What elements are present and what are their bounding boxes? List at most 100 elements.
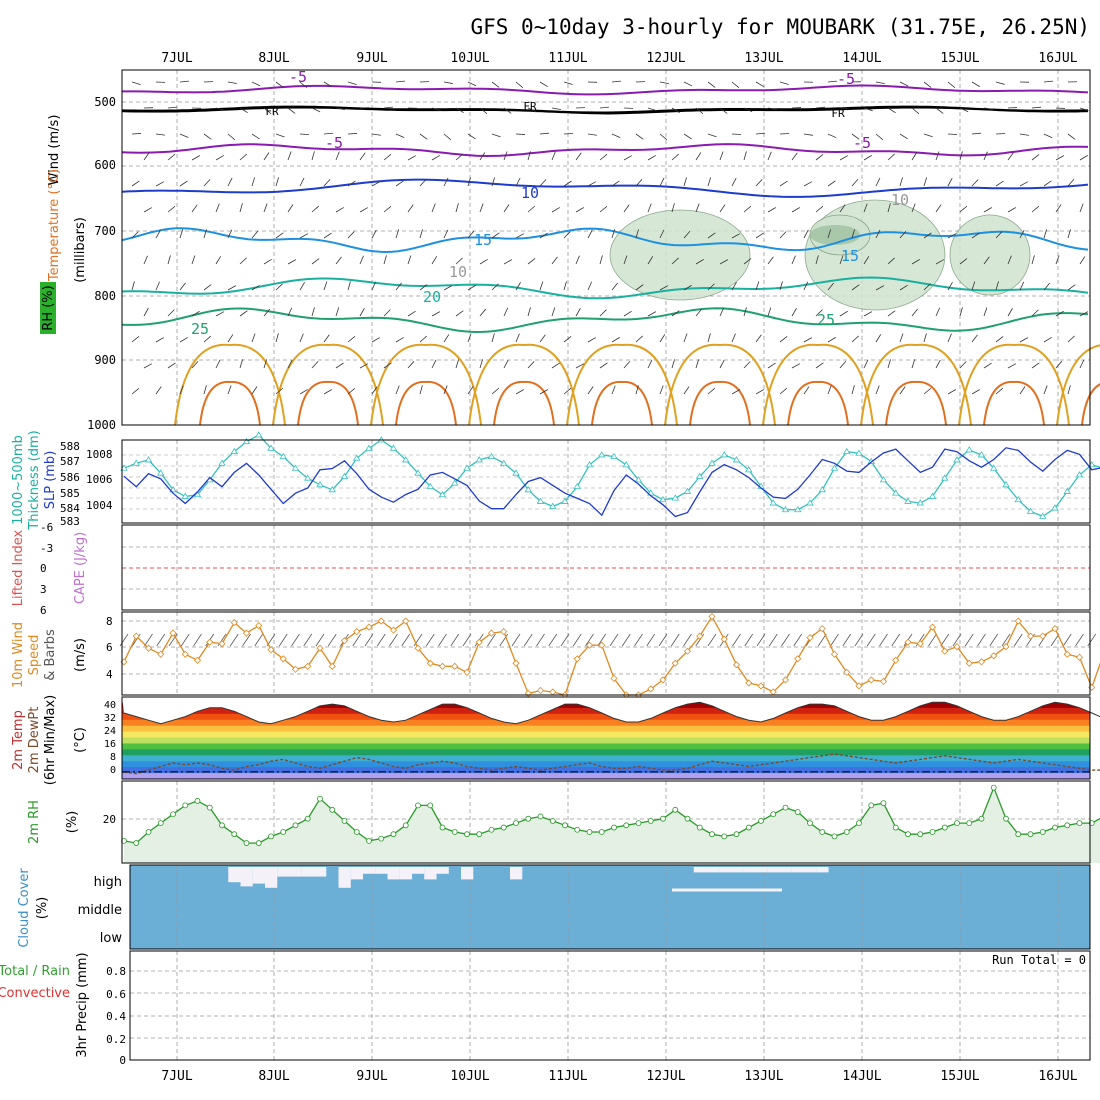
thickness-pt-10	[242, 437, 251, 445]
barb-4-38	[1043, 180, 1052, 187]
wind10m-barb-2	[144, 633, 153, 647]
barb-6-17	[539, 232, 548, 239]
wind10m-pt-27	[451, 662, 459, 670]
barb-10-6	[275, 333, 279, 343]
warm-arc-1	[272, 343, 384, 426]
rh2m-pt-66	[929, 829, 936, 835]
barb-4-16	[515, 177, 521, 187]
barb-5-6	[287, 204, 294, 213]
thickness-pt-35	[549, 502, 557, 509]
barb-12-0	[131, 387, 140, 395]
temp2m-yticks: 40 32 24 16 8 0	[104, 700, 116, 776]
cloud-high-12	[265, 867, 278, 888]
wind10m-pt-21	[377, 617, 385, 625]
barb-8-13	[443, 285, 453, 291]
temp-band-12	[122, 773, 1090, 780]
wind10m-pt-3	[157, 650, 165, 658]
barb-0-11	[395, 80, 405, 83]
rh2m-pt-2	[145, 829, 152, 835]
wind10m-pt-45	[671, 659, 679, 667]
wind10m-barb-43	[646, 633, 656, 647]
axes-layer	[121, 69, 1091, 1061]
barb-11-17	[551, 362, 560, 369]
barb-6-39	[1067, 229, 1071, 239]
contour-line-4	[121, 178, 1089, 198]
barb-0-2	[179, 80, 189, 83]
wind-label: Wind (m/s)	[47, 115, 62, 186]
wind10m-pt-6	[193, 656, 202, 664]
barb-6-16	[515, 233, 525, 239]
barb-6-15	[491, 232, 500, 239]
rh2m-pt-42	[635, 820, 642, 827]
barb-1-15	[503, 107, 512, 114]
barb-5-15	[503, 204, 510, 213]
wind10m-pt-37	[573, 655, 581, 663]
temperature-label: Temperature (°C)	[47, 169, 62, 282]
thickness-pt-25	[426, 482, 434, 489]
barb-1-34	[959, 107, 969, 113]
barb-11-5	[263, 359, 268, 369]
barb-6-13	[443, 229, 449, 239]
thk-tick-583: 583	[60, 515, 80, 528]
barb-3-37	[1031, 154, 1040, 161]
barb-12-24	[707, 387, 716, 395]
barb-9-15	[503, 307, 509, 317]
rh2m-pt-52	[758, 817, 764, 824]
barb-10-1	[155, 337, 165, 343]
barb-12-27	[779, 387, 788, 395]
barb-4-28	[803, 181, 813, 187]
rh2m-pt-68	[954, 820, 960, 827]
upper-air-axis-labels: Wind (m/s) Temperature (°C) RH (%) (mill…	[40, 115, 88, 334]
date-bottom-2: 9JUL	[356, 1069, 387, 1084]
barb-7-25	[743, 258, 752, 265]
wind10m-barb-14	[291, 633, 300, 647]
barb-10-21	[635, 335, 643, 343]
barb-5-39	[1079, 203, 1084, 213]
ytick-1000: 1000	[87, 418, 116, 432]
barb-1-23	[695, 107, 704, 115]
ytick-900: 900	[94, 353, 116, 367]
date-labels-bottom: 7JUL 8JUL 9JUL 10JUL 11JUL 12JUL 13JUL 1…	[161, 1069, 1077, 1084]
barb-4-20	[611, 180, 620, 187]
temp2m-line	[123, 701, 1100, 725]
thickness-pt-49	[720, 451, 728, 458]
li-tick-3: 3	[40, 583, 47, 596]
precip-label-c: 3hr Precip (mm)	[75, 952, 90, 1057]
barb-12-37	[1019, 386, 1026, 395]
date-bottom-1: 8JUL	[258, 1069, 289, 1084]
thickness-pt-56	[806, 499, 814, 506]
temp-band-6	[122, 737, 1090, 744]
cloud-high-15	[301, 867, 315, 877]
barb-9-10	[383, 309, 391, 317]
rh2m-pt-34	[537, 813, 544, 820]
wind10m-pt-24	[414, 644, 422, 652]
cloud-high-13	[277, 867, 290, 877]
barb-9-19	[599, 309, 607, 317]
barb-11-12	[431, 359, 437, 369]
precip-panel-bg	[129, 950, 1091, 1061]
barb-11-28	[815, 362, 824, 369]
barb-7-11	[407, 255, 412, 265]
wind10m-pt-30	[487, 629, 496, 637]
rh2m-pt-70	[978, 815, 985, 822]
barb-1-32	[911, 107, 920, 115]
barb-5-19	[599, 205, 608, 213]
barb-4-18	[563, 180, 572, 187]
barb-3-1	[167, 153, 176, 161]
thickness-pt-76	[1051, 504, 1059, 511]
barb-4-14	[467, 177, 471, 187]
temp-band-5	[122, 731, 1090, 739]
barb-7-35	[983, 256, 990, 265]
barb-4-26	[755, 179, 763, 187]
wind10m-pt-55	[794, 655, 802, 663]
wind10m-barb-27	[450, 633, 460, 647]
wind10m-pt-33	[524, 689, 532, 698]
barb-6-10	[371, 229, 377, 239]
barb-3-19	[599, 154, 608, 161]
thickness-pt-75	[1039, 512, 1047, 519]
barb-10-16	[515, 333, 520, 343]
barb-6-23	[683, 230, 691, 239]
wind10m-barb-23	[401, 633, 411, 647]
barb-12-28	[803, 386, 810, 395]
barb-7-19	[599, 255, 603, 265]
